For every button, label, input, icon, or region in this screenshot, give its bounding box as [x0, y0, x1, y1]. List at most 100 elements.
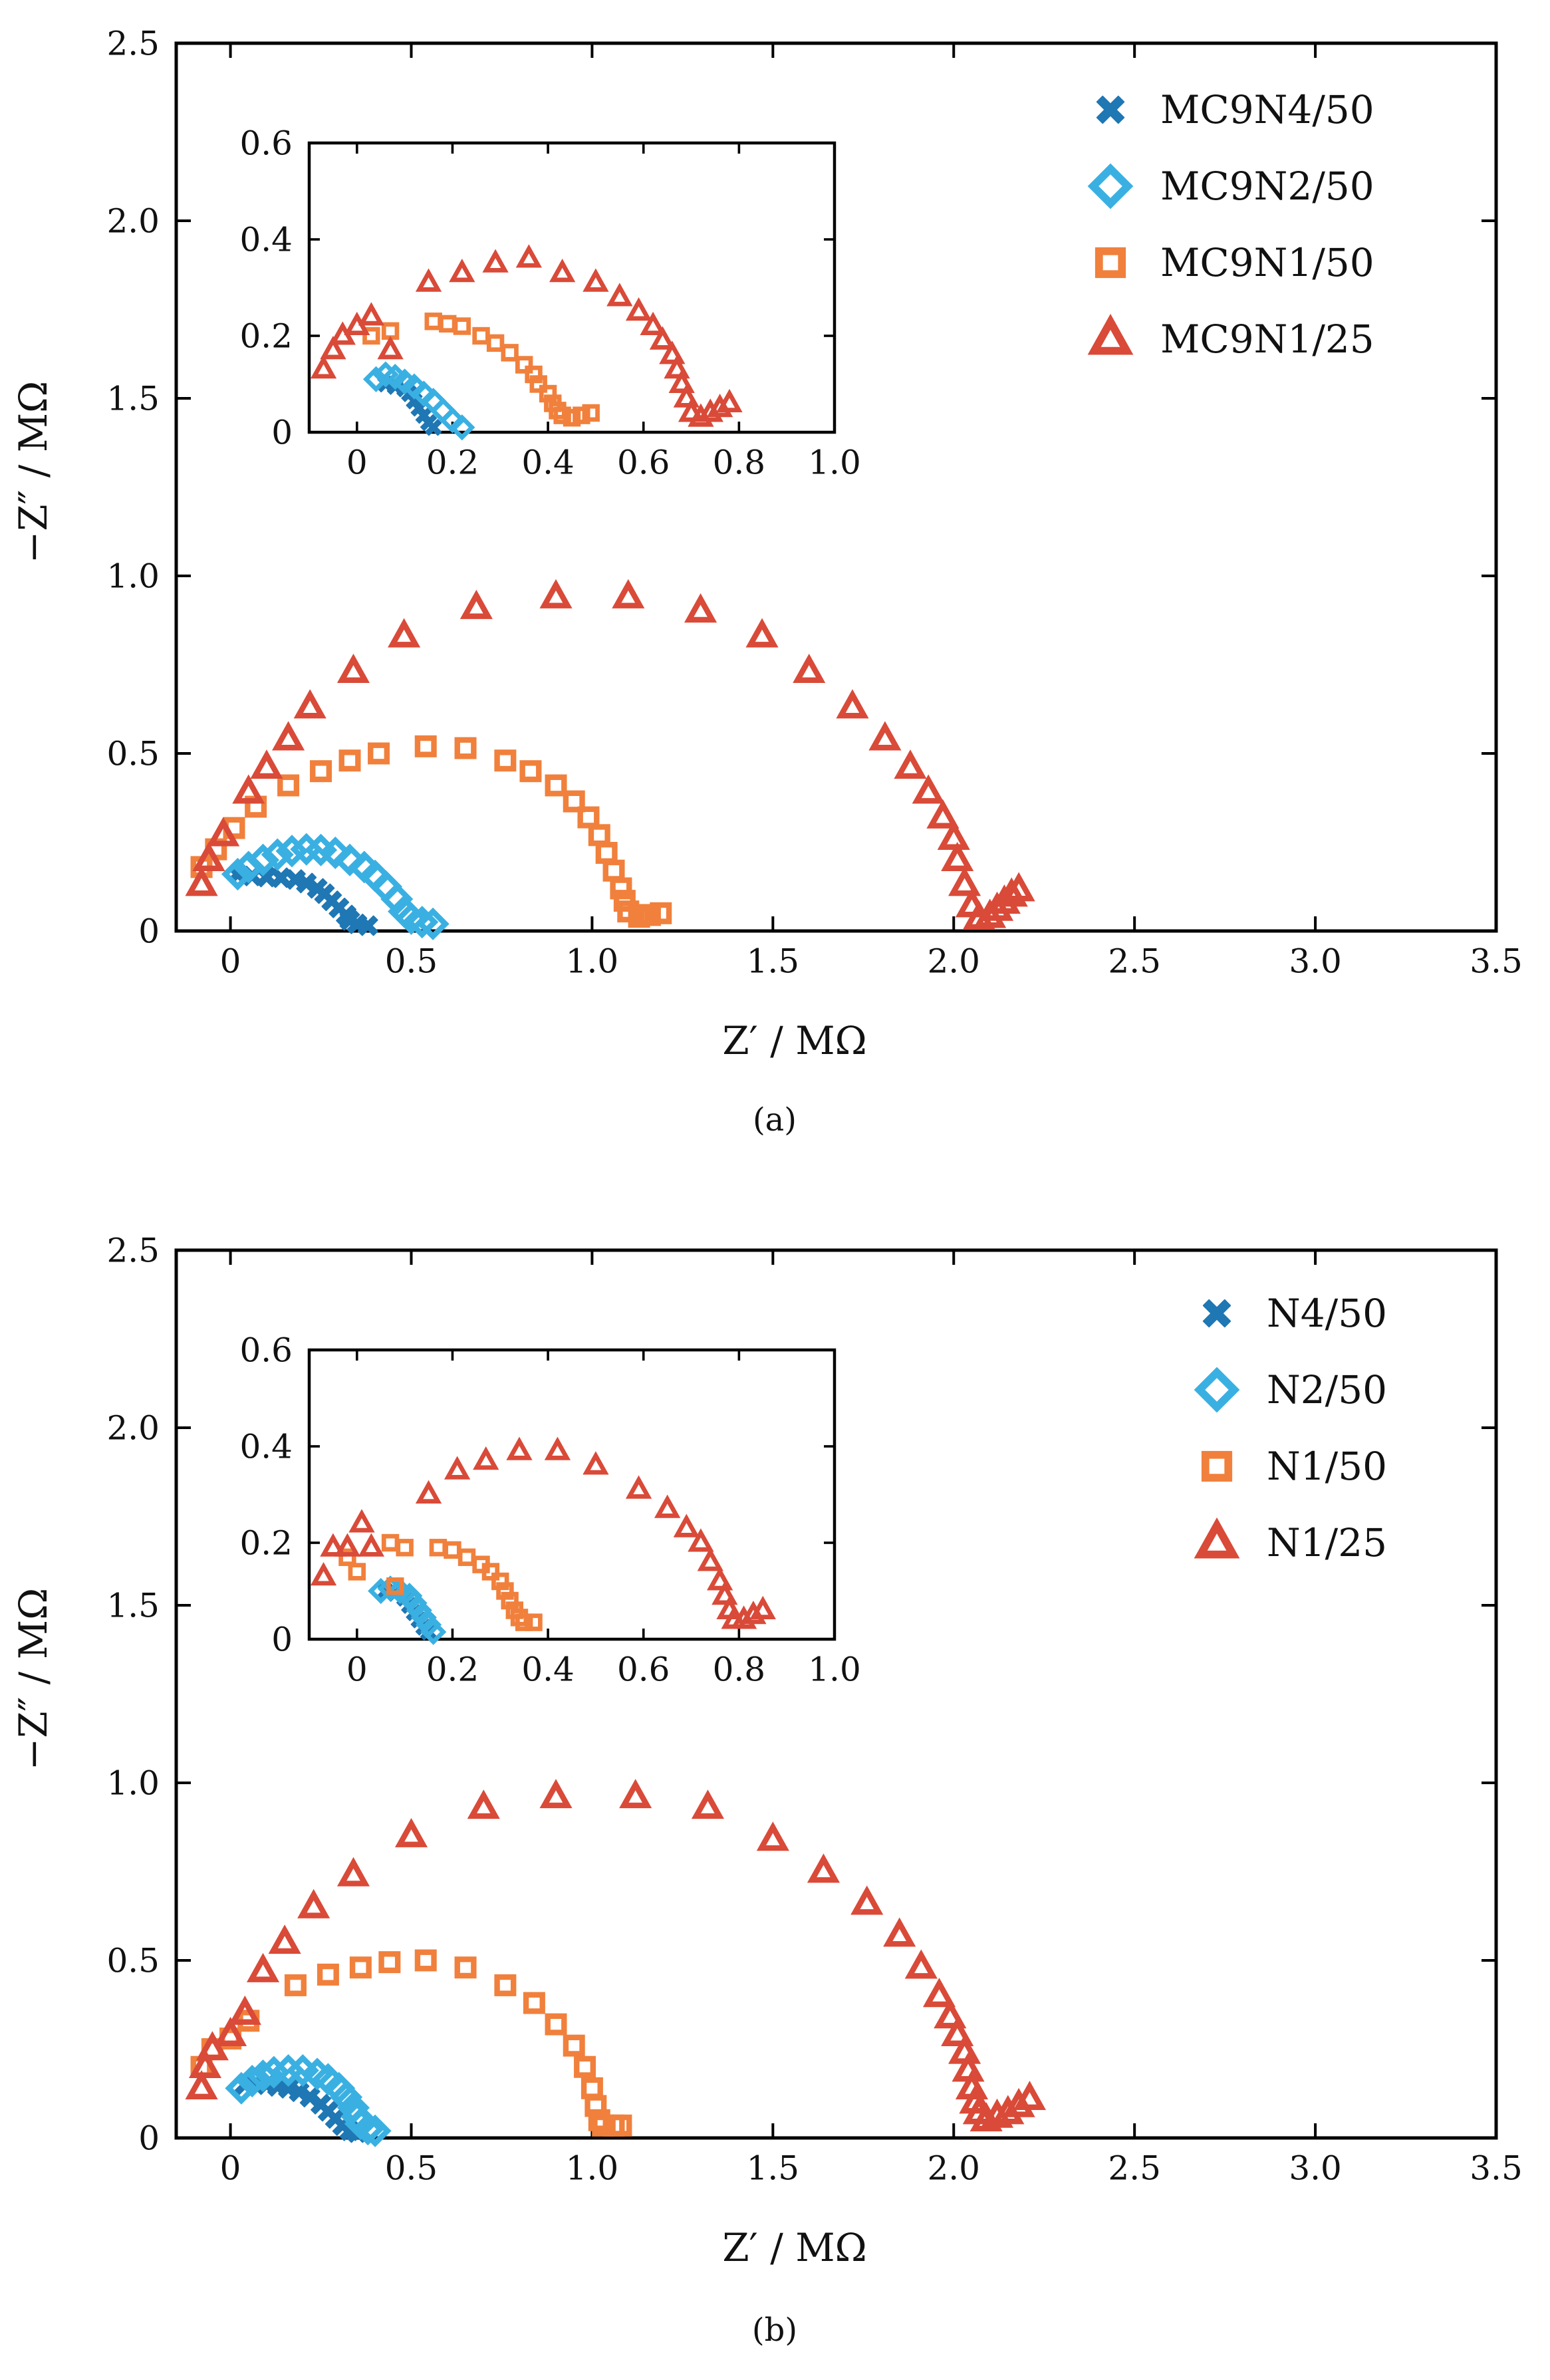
panel-a-main-point — [868, 721, 902, 751]
panel-a-inset-point — [582, 404, 600, 422]
panel-b-legend-label: N1/50 — [1267, 1444, 1387, 1489]
panel-a-main-x-tick-label: 3.0 — [1289, 942, 1342, 981]
panel-a-legend-label: MC9N1/50 — [1160, 240, 1374, 285]
panel-b-main-point — [214, 2016, 247, 2046]
panel-b-y-axis-label: −Z″ / MΩ — [11, 1588, 56, 1770]
panel-b-x-axis-label: Z′ / MΩ — [722, 2225, 866, 2270]
panel-a-legend-marker — [1087, 313, 1134, 355]
panel-b-main-y-tick-label: 2.5 — [106, 1232, 160, 1270]
panel-b-main-point — [454, 1956, 477, 1979]
panel-a-inset-point — [377, 335, 404, 360]
panel-a-inset-point — [362, 327, 380, 345]
panel-b-inset-point — [749, 1595, 776, 1619]
panel-a-main-point — [221, 858, 254, 891]
panel-b-inset-x-tick-label: 0 — [346, 1651, 368, 1689]
panel-b-main-x-tick-label: 2.0 — [927, 2149, 980, 2188]
panel-a-main-point — [388, 618, 421, 648]
panel-a-main-point — [684, 593, 717, 623]
panel-b-inset-x-tick-label: 0.6 — [617, 1651, 670, 1689]
panel-b-inset-point — [706, 1567, 733, 1591]
panel-b-main-point — [610, 2114, 632, 2137]
panel-b-main-point — [494, 1974, 517, 1996]
panel-b-main-point — [1002, 2087, 1035, 2117]
panel-a-inset-plot: 0 0.2 0.4 0.6 0.8 1.0 0 0.2 0.4 0.6 — [239, 124, 860, 482]
panel-b-legend-label: N2/50 — [1267, 1367, 1387, 1412]
panel-a-main-point — [612, 579, 645, 608]
panel-b-main-point — [351, 2113, 384, 2146]
panel-b-inset-y-tick-label: 0.6 — [239, 1331, 293, 1370]
panel-b-main-x-tick-label: 2.5 — [1108, 2149, 1161, 2188]
panel-a-inset-point — [486, 334, 505, 352]
panel-a-inset-x-tick-label: 0.2 — [426, 444, 479, 482]
panel-b-main-point — [284, 1974, 307, 1996]
panel-a-main-point — [745, 618, 779, 648]
panel-a-main-point — [416, 907, 450, 940]
panel-a-main-point — [336, 653, 370, 683]
panel-a-main-x-tick-label: 0.5 — [385, 942, 438, 981]
panel-b-main-point — [188, 2048, 222, 2079]
panel-b-inset-point — [515, 1613, 533, 1631]
panel-b-main-point — [850, 1885, 884, 1915]
panel-a-inset-y-tick-label: 0 — [271, 414, 293, 452]
panel-b-main-point — [195, 2031, 229, 2061]
panel-b-main-y-tick-label: 1.5 — [106, 1587, 160, 1625]
panel-a-inset-point — [659, 340, 686, 364]
panel-b-main-point — [545, 2013, 567, 2036]
panel-a-inset-x-tick-label: 0.4 — [521, 444, 575, 482]
panel-a-inset-point — [482, 249, 509, 273]
panel-a-inset-point — [515, 244, 543, 268]
panel-a-inset-point — [449, 258, 475, 283]
panel-b: 0 0.5 1.0 1.5 2.0 2.5 3.0 3.5 0 0.5 1.0 1.5 2.0 2.5 0… — [11, 1232, 1523, 2349]
panel-a-main-series-diamond — [221, 833, 450, 940]
panel-a-main-point — [973, 898, 1007, 928]
panel-b-inset-point — [310, 1561, 337, 1586]
panel-b-main-point — [378, 1951, 401, 1974]
panel-a-inset-point — [625, 297, 652, 321]
panel-b-main-series-triangle — [185, 1779, 1047, 2132]
panel-b-main-point — [883, 1917, 916, 1947]
panel-a-main-point — [277, 774, 300, 797]
panel-b-legend-marker — [1201, 1450, 1233, 1482]
panel-b-main-point — [922, 1978, 956, 2008]
panel-b-main-point — [317, 1963, 339, 1986]
panel-a-inset-series-triangle — [310, 244, 743, 427]
panel-b-main-y-tick-label: 2.0 — [106, 1409, 160, 1448]
panel-a-main-x-tick-label: 0 — [220, 942, 241, 981]
panel-b-main-point — [414, 1949, 437, 1972]
panel-a-legend-label: MC9N2/50 — [1160, 164, 1374, 209]
panel-a-main-point — [357, 915, 378, 936]
panel-b-inset-x-tick-label: 1.0 — [808, 1651, 861, 1689]
panel-a-main-point — [494, 749, 517, 772]
panel-b-main-point — [807, 1853, 840, 1883]
panel-b-main-point — [349, 1956, 372, 1979]
panel-b-inset-point — [697, 1547, 723, 1571]
panel-a-main-point — [454, 737, 477, 759]
panel-a-legend-marker — [1095, 247, 1126, 279]
panel-b-inset-point — [348, 1563, 366, 1581]
panel-a-main-point — [310, 760, 332, 783]
panel-a-main-point — [894, 749, 927, 779]
panel-b-main-point — [394, 1817, 428, 1847]
panel-a-main-point — [995, 877, 1028, 907]
panel-a-inset-point — [563, 409, 581, 427]
panel-b-main-x-tick-label: 0.5 — [385, 2149, 438, 2188]
panel-b-inset-x-tick-label: 0.4 — [521, 1651, 575, 1689]
panel-b-main-point — [691, 1789, 724, 1819]
panel-b-main-point — [297, 1889, 330, 1918]
panel-b-inset-point — [673, 1514, 700, 1537]
panel-b-main-x-tick-label: 3.0 — [1289, 2149, 1342, 2188]
panel-a-inset-point — [673, 384, 700, 408]
panel-a-main-point — [333, 843, 366, 876]
panel-a-inset-point — [320, 335, 346, 360]
panel-a-main-point — [563, 790, 585, 813]
panel-b-main-y-tick-label: 0.5 — [106, 1942, 160, 1980]
panel-a-main-point — [338, 749, 361, 772]
panel-a-main-point — [519, 760, 542, 783]
panel-a-inset-x-tick-label: 0 — [346, 444, 368, 482]
panel-b-inset-series-triangle — [310, 1436, 776, 1629]
panel-a-main-x-tick-label: 3.5 — [1470, 942, 1523, 981]
panel-a-inset-y-tick-label: 0.2 — [239, 317, 293, 356]
panel-a-inset-x-tick-label: 0.6 — [617, 444, 670, 482]
panel-a-main-point — [272, 721, 305, 751]
